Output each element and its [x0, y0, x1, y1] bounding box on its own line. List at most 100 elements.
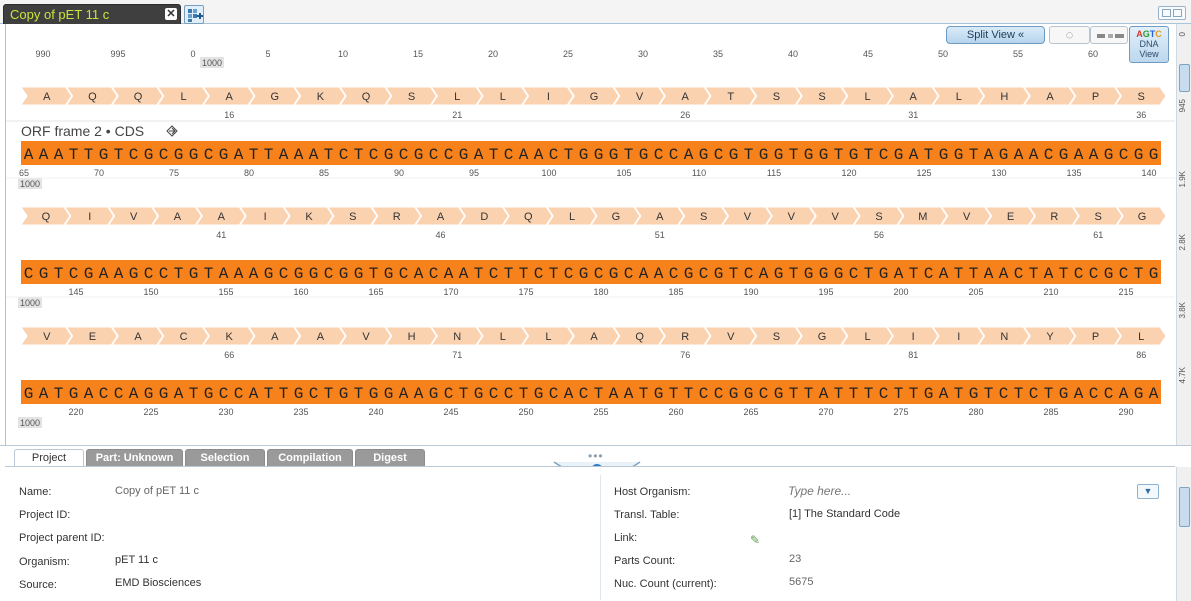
amino-acid-arrow[interactable] — [339, 86, 392, 106]
dna-band[interactable] — [21, 260, 1161, 284]
amino-acid-arrow[interactable] — [1116, 206, 1167, 226]
amino-acid-arrow[interactable] — [156, 86, 210, 106]
amino-acid-arrow[interactable] — [886, 86, 939, 106]
amino-acid-arrow[interactable] — [567, 86, 620, 106]
linear-map-button[interactable] — [1090, 26, 1128, 44]
source-value[interactable]: EMD Biosciences — [115, 577, 202, 589]
amino-acid-arrow[interactable] — [414, 206, 466, 226]
amino-acid-arrow[interactable] — [248, 326, 301, 346]
amino-acid-arrow[interactable] — [430, 326, 483, 346]
document-tab[interactable]: Copy of pET 11 c ✕ — [3, 4, 181, 24]
amino-acid-arrow[interactable] — [111, 86, 164, 106]
dna-band[interactable] — [21, 380, 1161, 404]
tab-part[interactable]: Part: Unknown — [86, 449, 183, 467]
amino-acid-arrow[interactable] — [20, 86, 73, 106]
tab-project[interactable]: Project — [14, 449, 84, 468]
organism-value[interactable]: pET 11 c — [115, 554, 159, 566]
panel-scrollbar[interactable] — [1176, 467, 1191, 601]
panel-scroll-thumb[interactable] — [1179, 487, 1190, 527]
chevron-down-icon[interactable]: ▼ — [1137, 484, 1159, 499]
dna-view-button[interactable]: AGTC DNA View — [1129, 26, 1169, 63]
amino-acid-arrow[interactable] — [326, 206, 378, 226]
tab-digest[interactable]: Digest — [355, 449, 425, 467]
amino-acid-arrow[interactable] — [63, 206, 115, 226]
amino-acid-arrow[interactable] — [612, 86, 666, 106]
amino-acid-arrow[interactable] — [612, 326, 666, 346]
amino-acid-arrow[interactable] — [590, 206, 641, 226]
amino-acid-arrow[interactable] — [977, 86, 1030, 106]
amino-acid-arrow[interactable] — [658, 326, 711, 346]
amino-acid-arrow[interactable] — [1114, 86, 1167, 106]
amino-acid-arrow[interactable] — [65, 86, 118, 106]
window-layout-button[interactable] — [1158, 6, 1186, 20]
amino-acid-arrow[interactable] — [896, 206, 948, 226]
amino-acid-arrow[interactable] — [749, 326, 802, 346]
amino-acid-arrow[interactable] — [339, 326, 392, 346]
resize-grip-icon[interactable]: ••• — [588, 449, 604, 463]
amino-acid-arrow[interactable] — [977, 326, 1030, 346]
amino-acid-arrow[interactable] — [293, 86, 346, 106]
amino-acid-arrow[interactable] — [1114, 326, 1167, 346]
overview-ruler[interactable]: 0 945 1.9K 2.8K 3.8K 4.7K — [1176, 24, 1191, 445]
amino-acid-arrow[interactable] — [886, 326, 939, 346]
amino-acid-arrow[interactable] — [458, 206, 509, 226]
amino-acid-arrow[interactable] — [384, 86, 438, 106]
amino-acid-arrow[interactable] — [502, 206, 553, 226]
amino-acid-arrow[interactable] — [65, 326, 118, 346]
amino-acid-arrow[interactable] — [765, 206, 816, 226]
diamond-arrow-icon[interactable] — [166, 125, 178, 137]
amino-acid-arrow[interactable] — [521, 86, 574, 106]
amino-acid-arrow[interactable] — [940, 206, 992, 226]
amino-acid-arrow[interactable] — [1068, 326, 1122, 346]
amino-acid-arrow[interactable] — [932, 326, 985, 346]
amino-acid-arrow[interactable] — [677, 206, 729, 226]
amino-acid-arrow[interactable] — [370, 206, 422, 226]
overview-scroll-thumb[interactable] — [1179, 64, 1190, 92]
amino-acid-arrow[interactable] — [195, 206, 246, 226]
amino-acid-arrow[interactable] — [795, 86, 848, 106]
name-value[interactable]: Copy of pET 11 c — [115, 485, 199, 497]
amino-acid-arrow[interactable] — [658, 86, 711, 106]
orf-annotation-label[interactable]: ORF frame 2 • CDS — [21, 123, 144, 139]
amino-acid-arrow[interactable] — [293, 326, 346, 346]
amino-acid-arrow[interactable] — [202, 86, 255, 106]
amino-acid-arrow[interactable] — [20, 326, 73, 346]
amino-acid-arrow[interactable] — [151, 206, 202, 226]
sequence-map[interactable]: 990 995 0 5 10 15 20 25 30 35 40 45 50 55 60 1000 A Q Q L A… — [5, 24, 1175, 445]
amino-acid-arrow[interactable] — [111, 326, 164, 346]
amino-acid-arrow[interactable] — [795, 326, 848, 346]
amino-acid-arrow[interactable] — [840, 86, 894, 106]
refresh-icon[interactable]: ◌ — [1049, 26, 1090, 44]
new-tab-button[interactable] — [184, 5, 204, 24]
amino-acid-arrow[interactable] — [239, 206, 290, 226]
amino-acid-arrow[interactable] — [932, 86, 985, 106]
amino-acid-arrow[interactable] — [107, 206, 159, 226]
host-organism-input[interactable] — [788, 483, 1128, 499]
dna-band[interactable] — [21, 141, 1161, 165]
tab-compilation[interactable]: Compilation — [267, 449, 353, 467]
amino-acid-arrow[interactable] — [20, 206, 71, 226]
amino-acid-arrow[interactable] — [567, 326, 620, 346]
amino-acid-arrow[interactable] — [283, 206, 334, 226]
amino-acid-arrow[interactable] — [704, 86, 757, 106]
amino-acid-arrow[interactable] — [248, 86, 301, 106]
amino-acid-arrow[interactable] — [749, 86, 802, 106]
amino-acid-arrow[interactable] — [984, 206, 1036, 226]
amino-acid-arrow[interactable] — [721, 206, 772, 226]
split-view-button[interactable]: Split View « — [946, 26, 1045, 44]
amino-acid-arrow[interactable] — [156, 326, 210, 346]
amino-acid-arrow[interactable] — [384, 326, 438, 346]
amino-acid-arrow[interactable] — [1023, 86, 1076, 106]
amino-acid-arrow[interactable] — [202, 326, 255, 346]
pencil-icon[interactable]: ✎ — [750, 533, 761, 547]
amino-acid-arrow[interactable] — [521, 326, 574, 346]
amino-acid-arrow[interactable] — [430, 86, 483, 106]
amino-acid-arrow[interactable] — [1023, 326, 1076, 346]
amino-acid-arrow[interactable] — [476, 86, 529, 106]
amino-acid-arrow[interactable] — [1068, 86, 1122, 106]
amino-acid-arrow[interactable] — [704, 326, 757, 346]
amino-acid-arrow[interactable] — [809, 206, 860, 226]
